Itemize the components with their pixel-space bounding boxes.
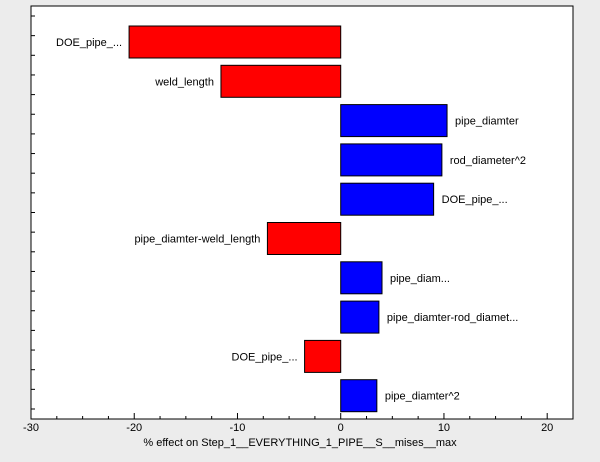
- bar-label-3: pipe_diamter: [455, 116, 519, 128]
- bar-label-10: pipe_diamter^2: [385, 391, 460, 403]
- bar-2: [220, 64, 342, 98]
- x-tick-label: 0: [338, 422, 344, 434]
- bar-4: [340, 143, 443, 177]
- bar-label-1: DOE_pipe_...: [56, 37, 122, 49]
- x-tick-label: -20: [126, 422, 142, 434]
- bar-8: [340, 300, 380, 334]
- bar-1: [128, 25, 342, 59]
- bar-label-4: rod_diameter^2: [450, 155, 526, 167]
- x-tick-label: 20: [541, 422, 553, 434]
- bar-label-5: DOE_pipe_...: [442, 194, 508, 206]
- bar-5: [340, 182, 435, 216]
- x-tick-label: 10: [438, 422, 450, 434]
- bar-labels-layer: DOE_pipe_... weld_length pipe_diamter rod_d…: [56, 37, 526, 403]
- bar-7: [340, 261, 383, 295]
- x-axis-title: % effect on Step_1__EVERYTHING_1_PIPE__S…: [143, 437, 457, 449]
- bar-label-9: DOE_pipe_...: [232, 351, 298, 363]
- bar-10: [340, 379, 378, 413]
- bar-3: [340, 104, 448, 138]
- bar-label-7: pipe_diam...: [390, 273, 450, 285]
- x-axis: -30 -20 -10 0 10 20: [23, 413, 574, 434]
- bar-label-6: pipe_diamter-weld_length: [134, 234, 260, 246]
- bar-label-2: weld_length: [154, 76, 214, 88]
- x-tick-label: -10: [230, 422, 246, 434]
- x-tick-label: -30: [23, 422, 39, 434]
- y-axis-ticks: [31, 15, 35, 410]
- bars-layer: [128, 25, 448, 413]
- bar-label-8: pipe_diamter-rod_diamet...: [387, 312, 518, 324]
- bar-9: [304, 339, 342, 373]
- bar-6: [266, 222, 342, 255]
